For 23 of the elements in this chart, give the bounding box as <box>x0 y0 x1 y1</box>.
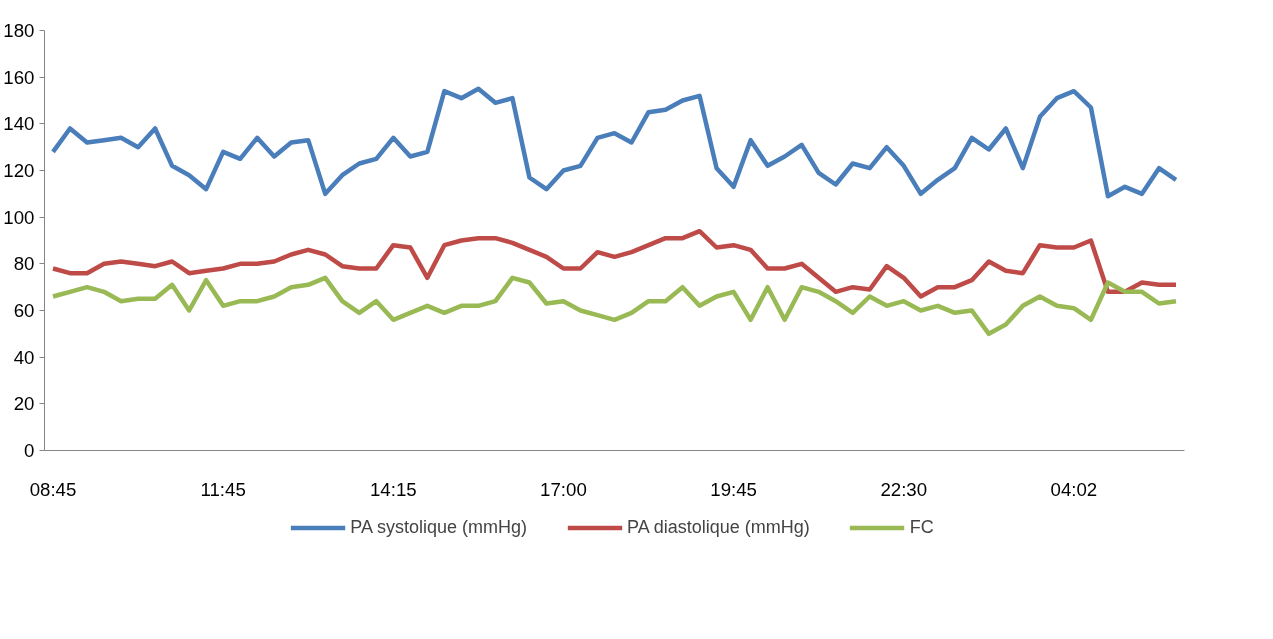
y-tick-label: 80 <box>13 253 35 275</box>
x-tick-label: 22:30 <box>880 478 928 500</box>
x-tick-label: 17:00 <box>540 478 587 500</box>
x-tick-label: 11:45 <box>200 478 246 500</box>
line-series <box>50 275 1179 337</box>
line-series <box>50 86 1179 199</box>
y-tick-label: 100 <box>3 206 35 228</box>
y-tick-label: 180 <box>3 20 35 41</box>
x-tick-label: 19:45 <box>710 478 757 500</box>
y-tick-label: 140 <box>3 113 35 135</box>
x-tick-label: 14:15 <box>369 478 417 500</box>
y-tick-label: 60 <box>13 300 35 321</box>
y-tick-label: 0 <box>24 440 35 461</box>
y-tick-label: 20 <box>13 393 35 415</box>
x-tick-label: 04:02 <box>1050 478 1098 500</box>
y-tick-label: 160 <box>3 66 35 88</box>
line-series <box>50 228 1179 299</box>
y-tick-label: 40 <box>13 346 35 368</box>
legend-label: PA systolique (mmHg) <box>350 516 527 538</box>
y-tick-label: 120 <box>3 160 35 181</box>
legend-label: FC <box>909 516 934 538</box>
legend-label: PA diastolique (mmHg) <box>626 516 810 538</box>
x-tick-label: 08:45 <box>29 478 77 500</box>
